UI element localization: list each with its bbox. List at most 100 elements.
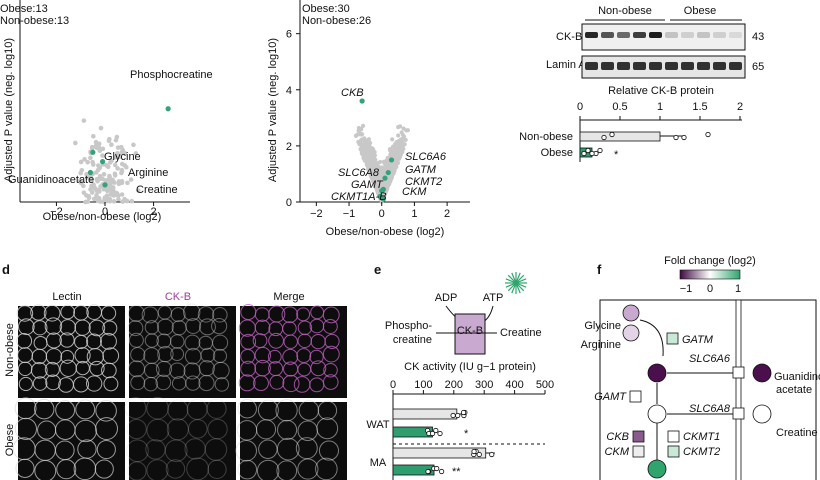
d-cell <box>33 398 55 420</box>
c-xtick-label: 2 <box>737 101 743 113</box>
d-cell <box>256 459 280 480</box>
a-point <box>78 159 84 165</box>
a-point <box>84 175 90 180</box>
d-cell-outlines <box>12 303 340 480</box>
a-point <box>89 145 95 151</box>
e-burst-ray <box>515 274 525 284</box>
d-cell <box>101 305 117 321</box>
c-lamin-band <box>649 62 662 70</box>
c-kda-43: 43 <box>752 31 764 43</box>
d-cell <box>200 347 216 363</box>
a-point <box>100 153 105 158</box>
c-ckb-band <box>601 32 614 38</box>
d-cell <box>323 374 339 390</box>
d-cell <box>100 332 117 350</box>
e-ticks: 0 100 200 300 400 500 <box>390 379 554 394</box>
f-box-ckb <box>632 430 645 443</box>
a-point <box>101 171 107 177</box>
e-right: Creatine <box>500 327 542 339</box>
a-point <box>94 145 99 151</box>
e-burst-ray <box>511 272 517 284</box>
d-cell <box>32 376 48 391</box>
a-point <box>131 142 136 148</box>
b-ytick-label: 0 <box>286 197 292 209</box>
d-cell <box>237 459 258 480</box>
f-node-creatine-out <box>752 404 772 424</box>
d-cell <box>282 374 300 393</box>
f-label-gaa1: Guanidino- <box>774 371 820 383</box>
a-point <box>115 151 120 156</box>
b-ann-ckm: CKM <box>402 186 427 198</box>
c-ckb-band <box>585 32 598 38</box>
f-box-ckmt1 <box>667 430 680 443</box>
d-cell <box>126 439 149 463</box>
d-cell <box>212 348 228 364</box>
c-band-label-ckb: CK-B <box>556 31 582 43</box>
a-hit-point <box>99 159 106 165</box>
d-cell <box>185 375 201 391</box>
b-point <box>364 147 369 152</box>
d-cell <box>188 419 208 439</box>
d-cell <box>283 334 298 349</box>
b-point <box>360 123 366 129</box>
e-burst-ray <box>507 282 517 292</box>
b-point <box>370 178 375 183</box>
d-cell <box>268 332 285 349</box>
d-cell <box>130 346 146 363</box>
c-point <box>681 134 687 141</box>
a-point <box>116 181 122 187</box>
b-point <box>360 143 366 149</box>
d-cell <box>128 360 145 378</box>
panel-f: f Fold change (log2) −1 0 1 Glycine Argi… <box>581 255 820 480</box>
f-label-gaa2: acetate <box>776 384 812 396</box>
e-burst-ray <box>505 282 517 288</box>
d-cell <box>211 318 228 335</box>
d-cell <box>56 459 77 480</box>
c-bar <box>579 131 661 142</box>
b-point <box>368 149 373 154</box>
b-point <box>357 140 362 145</box>
d-cell <box>282 348 299 365</box>
d-cell <box>322 306 340 324</box>
b-point <box>359 132 365 137</box>
d-cell <box>34 459 57 480</box>
c-xtick-label: 1 <box>657 101 663 113</box>
a-ann-arginine: Arginine <box>128 167 168 179</box>
f-box-ckmt2 <box>667 445 680 458</box>
c-ckb-band <box>697 32 710 38</box>
d-cell <box>157 305 172 320</box>
a-point <box>115 145 121 150</box>
b-ytick-label: 6 <box>286 29 292 41</box>
d-cell <box>74 347 91 364</box>
f-box-ckm <box>632 445 645 458</box>
a-point <box>120 199 126 204</box>
d-panel-label: d <box>2 262 10 277</box>
b-point <box>369 175 374 180</box>
e-point <box>429 430 436 437</box>
e-point <box>476 451 482 458</box>
a-ann-creatine: Creatine <box>136 184 178 196</box>
d-cell <box>204 438 228 461</box>
c-cat-nonobese: Non-obese <box>519 131 573 143</box>
a-point <box>100 176 105 182</box>
e-point <box>489 451 495 458</box>
d-cell <box>184 334 201 351</box>
b-point <box>384 161 390 167</box>
b-point <box>371 169 376 174</box>
b-ann-slc6a8: SLC6A8 <box>338 167 380 179</box>
a-point <box>122 162 127 168</box>
legend-obese: Obese:13 <box>0 3 48 15</box>
a-point <box>105 177 111 183</box>
e-burst-ray <box>515 282 525 292</box>
b-ann-ckmt2: CKMT2 <box>405 176 442 188</box>
d-cell <box>296 348 312 364</box>
a-point <box>85 159 90 165</box>
c-lamin-bands <box>585 62 742 70</box>
a-point <box>81 118 87 123</box>
d-cell <box>254 319 271 336</box>
e-sig-ma: ** <box>452 466 461 478</box>
e-xtick-label: 500 <box>536 379 554 391</box>
c-ckb-band <box>665 32 678 38</box>
c-xtick-label: 0.5 <box>612 101 627 113</box>
